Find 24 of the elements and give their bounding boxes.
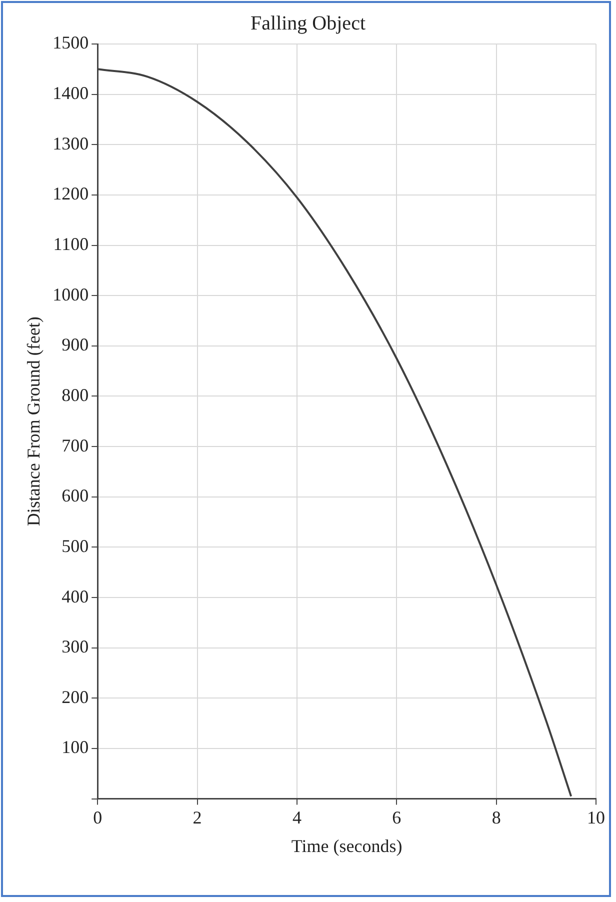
chart-title: Falling Object bbox=[250, 12, 366, 34]
y-tick-label: 1400 bbox=[52, 83, 89, 104]
y-tick-label: 700 bbox=[62, 435, 89, 456]
y-tick-label: 400 bbox=[62, 586, 89, 606]
y-tick-label: 800 bbox=[62, 384, 89, 405]
y-tick-label: 1300 bbox=[52, 133, 89, 154]
x-tick-label: 2 bbox=[192, 807, 202, 828]
x-tick-label: 10 bbox=[587, 807, 605, 828]
y-tick-label: 500 bbox=[62, 536, 89, 556]
y-tick-label: 1000 bbox=[52, 284, 89, 304]
x-tick-label: 0 bbox=[93, 807, 102, 828]
y-tick-label: 100 bbox=[62, 737, 89, 758]
y-tick-label: 900 bbox=[62, 334, 89, 355]
y-axis-title: Distance From Ground (feet) bbox=[24, 316, 44, 526]
y-tick-label: 1500 bbox=[52, 32, 89, 53]
y-tick-label: 1100 bbox=[53, 234, 89, 254]
x-tick-label: 4 bbox=[292, 807, 302, 828]
y-tick-label: 200 bbox=[62, 686, 89, 707]
x-tick-label: 8 bbox=[492, 807, 501, 828]
y-tick-label: 600 bbox=[62, 486, 89, 506]
x-tick-label: 6 bbox=[392, 807, 402, 828]
y-tick-label: 300 bbox=[62, 636, 89, 657]
y-tick-label: 1200 bbox=[52, 184, 89, 204]
x-axis-title: Time (seconds) bbox=[291, 836, 402, 856]
